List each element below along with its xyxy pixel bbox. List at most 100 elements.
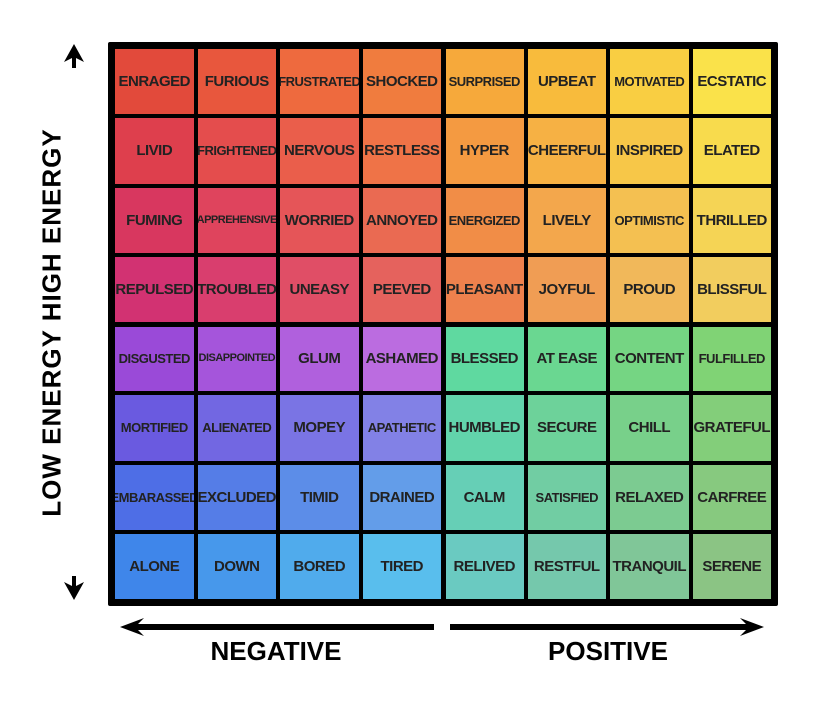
emotion-cell: EMBARASSED — [113, 463, 196, 532]
emotion-label: LIVELY — [543, 213, 591, 228]
emotion-label: FURIOUS — [205, 74, 269, 89]
emotion-label: APPREHENSIVE — [197, 215, 277, 226]
emotion-label: RESTFUL — [534, 559, 600, 574]
emotion-cell: PLEASANT — [443, 255, 526, 324]
emotion-label: EXCLUDED — [198, 490, 277, 505]
emotion-label: CALM — [464, 490, 505, 505]
emotion-cell: PROUD — [608, 255, 691, 324]
x-axis-right: POSITIVE — [442, 616, 774, 667]
emotion-label: DRAINED — [369, 490, 434, 505]
emotion-grid: ENRAGEDFURIOUSFRUSTRATEDSHOCKEDSURPRISED… — [113, 47, 773, 601]
x-axis-label-right: POSITIVE — [548, 636, 668, 667]
emotion-cell: ANNOYED — [361, 186, 444, 255]
emotion-cell: DISGUSTED — [113, 324, 196, 393]
emotion-label: FRIGHTENED — [197, 144, 277, 157]
emotion-label: MORTIFIED — [121, 421, 188, 434]
emotion-label: CONTENT — [615, 351, 684, 366]
emotion-grid-frame: ENRAGEDFURIOUSFRUSTRATEDSHOCKEDSURPRISED… — [108, 42, 778, 606]
emotion-label: PLEASANT — [446, 282, 523, 297]
emotion-cell: INSPIRED — [608, 116, 691, 185]
emotion-cell: GLUM — [278, 324, 361, 393]
emotion-cell: HYPER — [443, 116, 526, 185]
emotion-cell: CHILL — [608, 393, 691, 462]
emotion-label: RELIVED — [453, 559, 515, 574]
emotion-cell: MOPEY — [278, 393, 361, 462]
emotion-cell: BORED — [278, 532, 361, 601]
emotion-cell: OPTIMISTIC — [608, 186, 691, 255]
emotion-cell: BLESSED — [443, 324, 526, 393]
emotion-cell: MORTIFIED — [113, 393, 196, 462]
emotion-cell: RELAXED — [608, 463, 691, 532]
y-axis-label: LOW ENERGY HIGH ENERGY — [37, 128, 68, 516]
arrow-right-icon — [448, 616, 768, 638]
emotion-cell: ECSTATIC — [691, 47, 774, 116]
emotion-label: BORED — [293, 559, 345, 574]
emotion-label: HUMBLED — [449, 420, 521, 435]
emotion-cell: DOWN — [196, 532, 279, 601]
emotion-label: ENRAGED — [118, 74, 190, 89]
arrow-down-icon — [62, 576, 86, 602]
emotion-label: BLISSFUL — [697, 282, 766, 297]
emotion-cell: ENRAGED — [113, 47, 196, 116]
emotion-cell: LIVID — [113, 116, 196, 185]
emotion-label: GLUM — [298, 351, 340, 366]
emotion-label: CHEERFUL — [528, 143, 606, 158]
emotion-cell: FULFILLED — [691, 324, 774, 393]
emotion-label: DISGUSTED — [119, 352, 190, 365]
x-axis-label-left: NEGATIVE — [211, 636, 342, 667]
emotion-label: UPBEAT — [538, 74, 596, 89]
emotion-cell: DRAINED — [361, 463, 444, 532]
emotion-cell: ALIENATED — [196, 393, 279, 462]
emotion-cell: SHOCKED — [361, 47, 444, 116]
emotion-cell: AT EASE — [526, 324, 609, 393]
arrow-left-icon — [116, 616, 436, 638]
emotion-label: DISAPPOINTED — [199, 353, 276, 364]
emotion-cell: ENERGIZED — [443, 186, 526, 255]
emotion-label: MOTIVATED — [614, 75, 684, 88]
emotion-label: ANNOYED — [366, 213, 438, 228]
emotion-cell: RESTLESS — [361, 116, 444, 185]
emotion-label: REPULSED — [115, 282, 193, 297]
emotion-label: AT EASE — [537, 351, 597, 366]
emotion-label: NERVOUS — [284, 143, 354, 158]
emotion-cell: CONTENT — [608, 324, 691, 393]
arrow-up-icon — [62, 42, 86, 68]
emotion-cell: WORRIED — [278, 186, 361, 255]
emotion-label: THRILLED — [697, 213, 767, 228]
emotion-label: TRANQUIL — [613, 559, 687, 574]
emotion-label: MOPEY — [293, 420, 345, 435]
emotion-label: PROUD — [623, 282, 675, 297]
emotion-label: FULFILLED — [699, 352, 765, 365]
emotion-cell: FRIGHTENED — [196, 116, 279, 185]
emotion-label: ELATED — [704, 143, 760, 158]
x-axis-left: NEGATIVE — [110, 616, 442, 667]
emotion-label: FRUSTRATED — [278, 75, 360, 88]
emotion-label: INSPIRED — [616, 143, 683, 158]
emotion-cell: DISAPPOINTED — [196, 324, 279, 393]
emotion-cell: TIMID — [278, 463, 361, 532]
emotion-cell: UPBEAT — [526, 47, 609, 116]
emotion-cell: BLISSFUL — [691, 255, 774, 324]
emotion-cell: NERVOUS — [278, 116, 361, 185]
emotion-label: PEEVED — [373, 282, 431, 297]
emotion-cell: RELIVED — [443, 532, 526, 601]
emotion-label: FUMING — [126, 213, 182, 228]
emotion-cell: APPREHENSIVE — [196, 186, 279, 255]
y-axis-label-bottom: LOW ENERGY — [37, 329, 67, 516]
emotion-cell: LIVELY — [526, 186, 609, 255]
emotion-label: ENERGIZED — [449, 214, 520, 227]
emotion-cell: RESTFUL — [526, 532, 609, 601]
emotion-cell: FUMING — [113, 186, 196, 255]
emotion-label: GRATEFUL — [693, 420, 770, 435]
emotion-cell: UNEASY — [278, 255, 361, 324]
emotion-label: SECURE — [537, 420, 597, 435]
emotion-label: UNEASY — [289, 282, 349, 297]
emotion-label: CHILL — [628, 420, 670, 435]
emotion-label: HYPER — [460, 143, 509, 158]
emotion-label: TIMID — [300, 490, 338, 505]
emotion-cell: TIRED — [361, 532, 444, 601]
emotion-label: TIRED — [381, 559, 424, 574]
emotion-cell: HUMBLED — [443, 393, 526, 462]
emotion-cell: GRATEFUL — [691, 393, 774, 462]
emotion-cell: PEEVED — [361, 255, 444, 324]
